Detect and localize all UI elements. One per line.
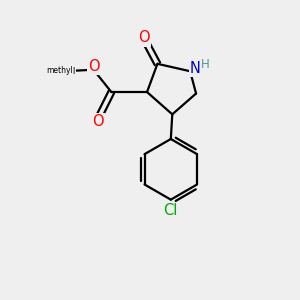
Text: methyl: methyl — [46, 67, 76, 76]
Text: N: N — [190, 61, 201, 76]
Text: H: H — [201, 58, 210, 71]
Text: O: O — [92, 114, 104, 129]
Text: methyl: methyl — [46, 66, 73, 75]
Text: O: O — [138, 30, 150, 45]
Text: Cl: Cl — [164, 203, 178, 218]
Text: O: O — [88, 59, 99, 74]
